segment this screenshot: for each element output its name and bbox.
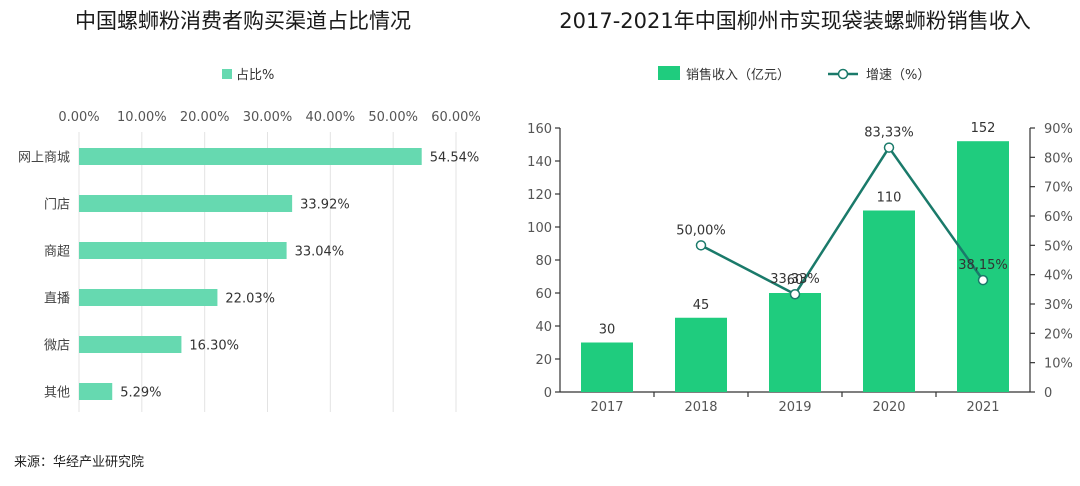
growth-value-label: 83,33% — [864, 126, 914, 141]
left-category-label: 其他 — [44, 386, 70, 401]
left-category-label: 网上商城 — [18, 151, 70, 166]
left-category-label: 商超 — [44, 245, 70, 260]
right-right-tick-label: 80% — [1044, 151, 1073, 166]
left-x-tick-label: 40.00% — [306, 110, 356, 125]
right-left-tick-label: 20 — [535, 353, 552, 368]
left-x-tick-label: 20.00% — [180, 110, 230, 125]
growth-point — [789, 288, 801, 300]
right-bars: 30 45 60 110 152 — [581, 121, 1009, 392]
right-growth-line: 50,00% 33,33% 83,33% 38,15% — [676, 126, 1008, 300]
right-legend-bar-label: 销售收入（亿元） — [686, 67, 790, 83]
left-x-tick-labels: 0.00% 10.00% 20.00% 30.00% 40.00% 50.00% 60.00… — [58, 110, 480, 125]
right-left-tick-label: 0 — [544, 386, 552, 401]
left-bar-value-label: 33.92% — [300, 198, 350, 213]
right-legend-line-label: 增速（%） — [866, 68, 930, 83]
left-gridlines — [78, 132, 457, 412]
sales-revenue-chart: 2017-2021年中国柳州市实现袋装螺蛳粉销售收入 销售收入（亿元） 增速（%… — [527, 9, 1073, 415]
growth-line-path — [700, 146, 985, 296]
right-left-tick-label: 140 — [527, 155, 552, 170]
growth-point — [695, 240, 707, 251]
left-legend: 占比% — [222, 68, 274, 83]
right-right-tick-label: 90% — [1044, 122, 1073, 137]
growth-value-label: 38,15% — [958, 258, 1008, 273]
right-right-tick-label: 50% — [1044, 239, 1073, 254]
left-bar — [79, 195, 293, 212]
left-x-tick-label: 0.00% — [58, 110, 99, 125]
revenue-bar — [581, 342, 633, 392]
right-x-tick-label: 2019 — [778, 400, 811, 415]
left-category-label: 门店 — [44, 198, 70, 213]
growth-point — [883, 142, 895, 153]
left-x-tick-label: 60.00% — [431, 110, 481, 125]
right-left-tick-label: 120 — [527, 188, 552, 203]
revenue-value-label: 110 — [877, 191, 902, 206]
left-x-tick-label: 30.00% — [243, 110, 293, 125]
revenue-bar — [769, 293, 821, 392]
source-note: 来源：华经产业研究院 — [14, 455, 144, 470]
left-bar — [79, 383, 113, 400]
right-right-tick-label: 70% — [1044, 181, 1073, 196]
right-x-tick-label: 2021 — [966, 400, 999, 415]
left-bar-value-label: 33.04% — [295, 245, 345, 260]
right-left-tick-label: 160 — [527, 122, 552, 137]
growth-value-label: 50,00% — [676, 223, 726, 238]
revenue-value-label: 60 — [787, 273, 804, 288]
right-legend-marker — [837, 68, 849, 80]
right-right-tick-label: 20% — [1044, 327, 1073, 342]
right-x-tick-label: 2017 — [590, 400, 623, 415]
right-right-tick-label: 10% — [1044, 357, 1073, 372]
left-bar — [79, 336, 182, 353]
left-bar — [79, 148, 422, 165]
left-bar — [79, 289, 218, 306]
right-right-tick-label: 30% — [1044, 298, 1073, 313]
left-bar-value-label: 22.03% — [225, 292, 275, 307]
right-legend: 销售收入（亿元） 增速（%） — [658, 66, 930, 83]
channel-share-chart: 中国螺蛳粉消费者购买渠道占比情况 占比% 0.00% 10.00% 20.00% 30… — [18, 9, 481, 412]
revenue-value-label: 30 — [599, 323, 616, 338]
left-x-tick-label: 10.00% — [117, 110, 167, 125]
revenue-value-label: 152 — [971, 121, 996, 136]
left-legend-label: 占比% — [236, 68, 274, 83]
right-legend-bar-swatch — [658, 66, 680, 80]
right-axes: 0 20 40 60 80 100 120 140 160 0 10% 20% 30% 40% 50% 60%… — [527, 122, 1073, 415]
right-left-tick-label: 80 — [535, 254, 552, 269]
left-x-tick-label: 50.00% — [368, 110, 418, 125]
revenue-bar — [957, 141, 1009, 392]
left-bars: 网上商城 54.54% 门店 33.92% 商超 33.04% 直播 22.03% 微店 16.3… — [18, 148, 479, 401]
right-right-tick-label: 0 — [1044, 386, 1052, 401]
left-category-label: 微店 — [44, 339, 70, 354]
growth-point — [977, 274, 989, 286]
right-left-tick-label: 40 — [535, 320, 552, 335]
right-left-tick-label: 100 — [527, 221, 552, 236]
left-bar-value-label: 5.29% — [120, 386, 161, 401]
growth-value-label: 33,33% — [770, 272, 820, 287]
right-left-tick-label: 60 — [535, 287, 552, 302]
right-right-tick-label: 60% — [1044, 210, 1073, 225]
revenue-value-label: 45 — [693, 298, 710, 313]
right-chart-title: 2017-2021年中国柳州市实现袋装螺蛳粉销售收入 — [559, 9, 1030, 33]
right-x-tick-label: 2020 — [872, 400, 905, 415]
left-bar-value-label: 16.30% — [189, 339, 239, 354]
left-chart-title: 中国螺蛳粉消费者购买渠道占比情况 — [75, 9, 411, 33]
left-legend-swatch — [222, 69, 232, 79]
left-bar-value-label: 54.54% — [430, 151, 480, 166]
right-x-tick-label: 2018 — [684, 400, 717, 415]
right-right-tick-label: 40% — [1044, 269, 1073, 284]
left-category-label: 直播 — [44, 292, 70, 307]
revenue-bar — [675, 317, 727, 392]
revenue-bar — [863, 210, 915, 392]
left-bar — [79, 242, 287, 259]
